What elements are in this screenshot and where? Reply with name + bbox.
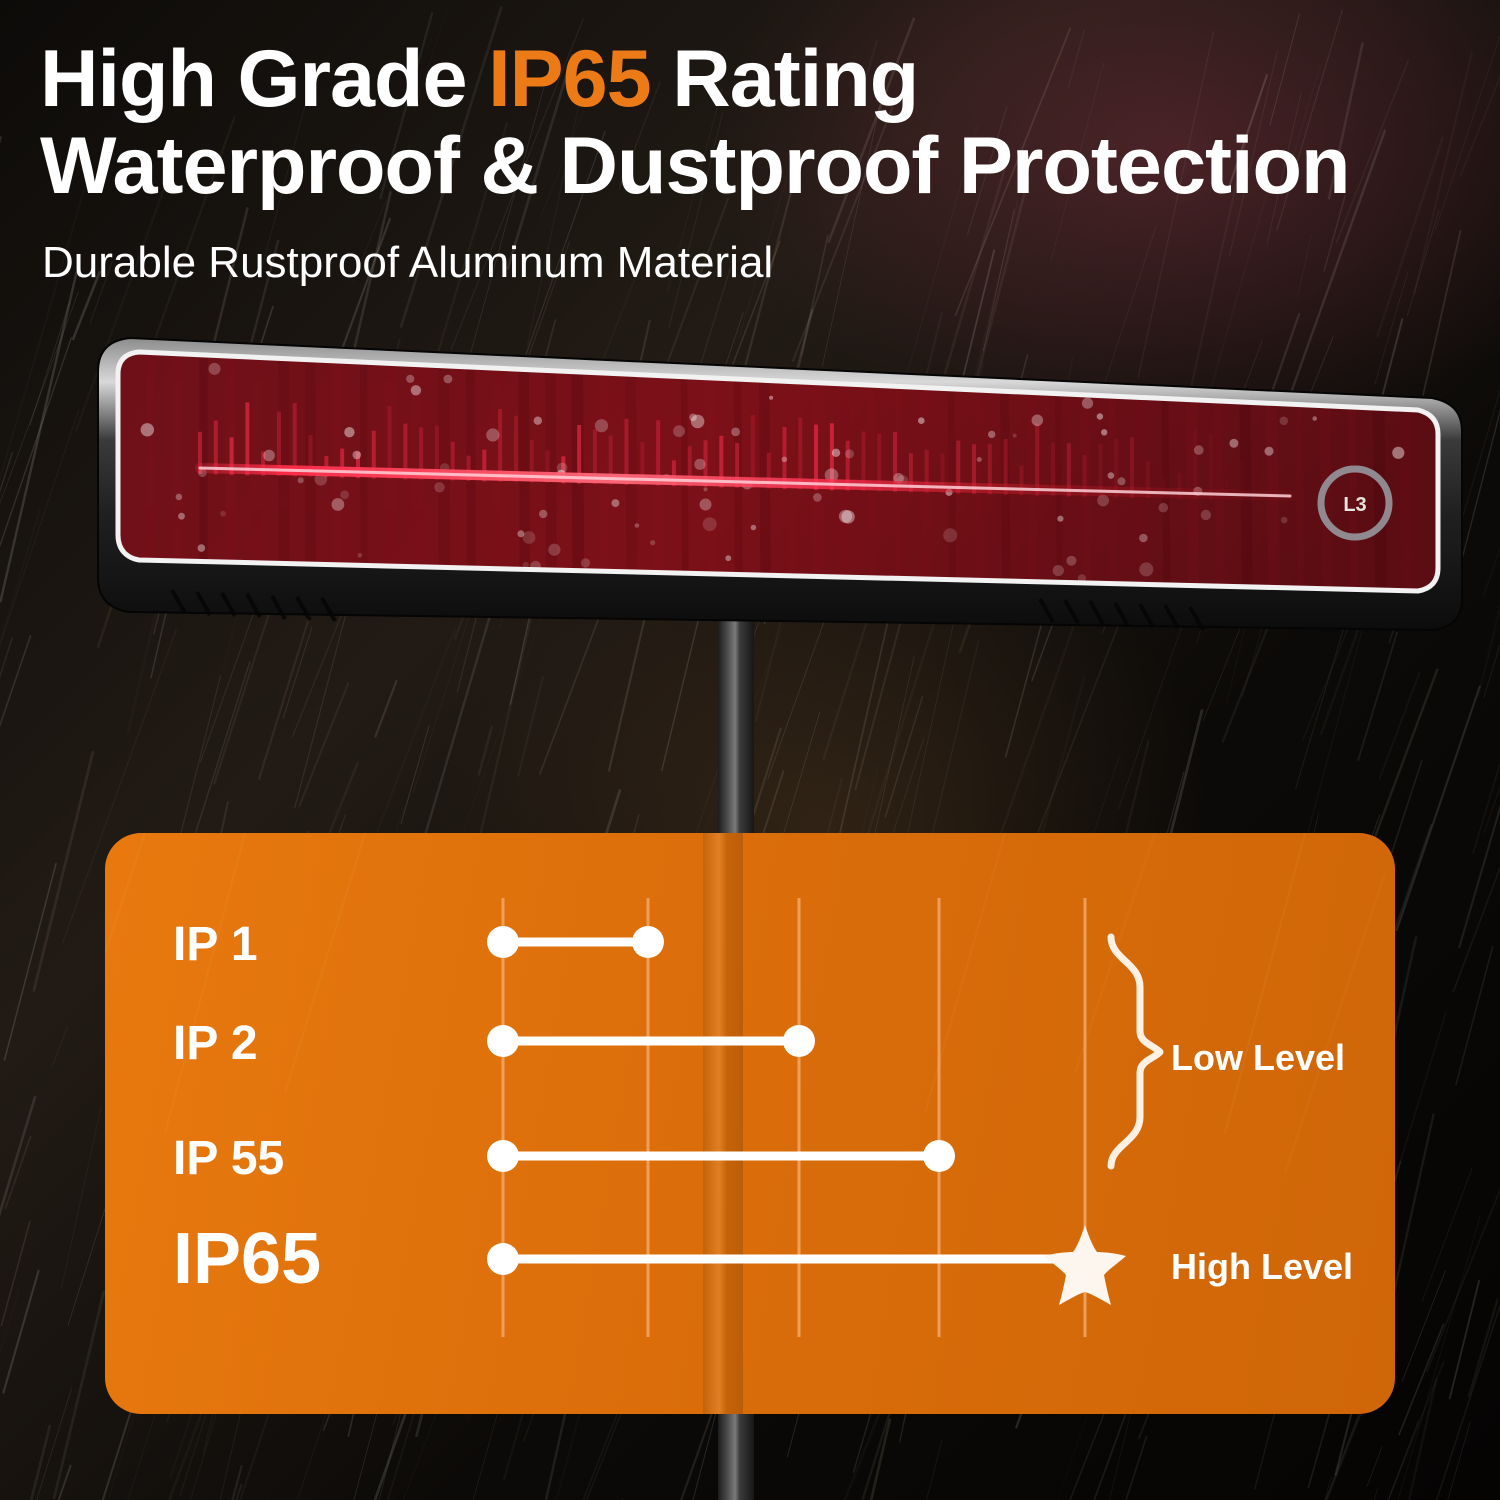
svg-text:High Level: High Level — [1171, 1246, 1353, 1287]
svg-text:Low Level: Low Level — [1171, 1037, 1345, 1078]
svg-text:IP 1: IP 1 — [173, 918, 258, 971]
svg-text:IP 2: IP 2 — [173, 1017, 258, 1070]
svg-text:IP 55: IP 55 — [173, 1132, 284, 1185]
svg-text:IP65: IP65 — [173, 1219, 321, 1299]
svg-text:L3: L3 — [1343, 494, 1366, 516]
